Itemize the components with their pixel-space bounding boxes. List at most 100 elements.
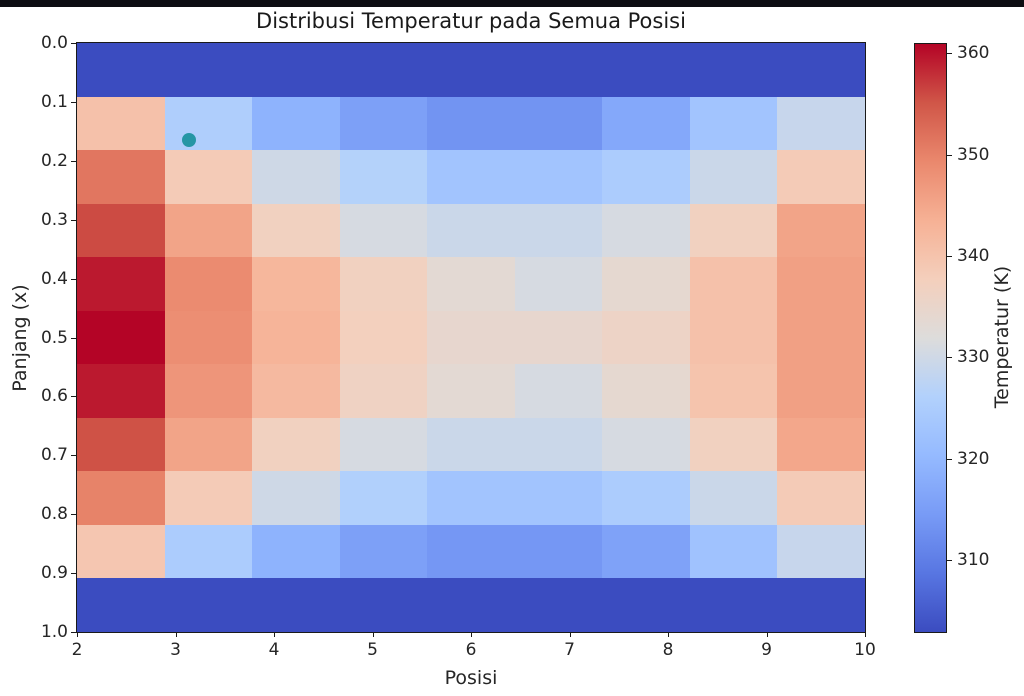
heatmap-cell: [252, 578, 340, 632]
heatmap-cell: [427, 471, 515, 525]
y-tick-label: 0.4: [40, 268, 68, 289]
heatmap-cell: [515, 150, 602, 204]
x-tick-mark: [274, 632, 275, 637]
heatmap-cell: [515, 97, 602, 150]
y-tick-mark: [71, 278, 76, 280]
heatmap-cell: [427, 364, 515, 418]
heatmap-cell: [427, 97, 515, 150]
heatmap-cell: [777, 311, 865, 364]
y-tick-label: 0.2: [40, 150, 68, 171]
heatmap-cell: [77, 204, 165, 257]
heatmap-cell: [777, 257, 865, 311]
heatmap-cell: [77, 150, 165, 204]
heatmap-cell: [340, 578, 427, 632]
heatmap-cell: [777, 525, 865, 578]
heatmap-cell: [515, 471, 602, 525]
heatmap-cell: [427, 204, 515, 257]
x-tick-label: 6: [465, 640, 477, 660]
x-tick-label: 8: [662, 640, 674, 660]
heatmap-cell: [602, 578, 690, 632]
x-tick-label: 3: [170, 640, 181, 660]
colorbar-tick-mark: [947, 53, 952, 55]
heatmap-cell: [515, 311, 602, 364]
heatmap-cell: [602, 418, 690, 471]
heatmap-cell: [340, 257, 427, 311]
heatmap-cell: [690, 311, 777, 364]
heatmap-cell: [777, 578, 865, 632]
heatmap-cell: [165, 418, 252, 471]
heatmap-cell: [777, 364, 865, 418]
heatmap-cell: [165, 43, 252, 97]
heatmap-cell: [77, 43, 165, 97]
x-tick-mark: [766, 632, 768, 637]
heatmap-cell: [252, 471, 340, 525]
heatmap-cell: [252, 43, 340, 97]
y-tick-label: 0.0: [40, 33, 68, 53]
heatmap-cell: [340, 43, 427, 97]
heatmap-cell: [515, 364, 602, 418]
heatmap-cell: [777, 204, 865, 257]
y-tick-mark: [71, 514, 76, 516]
heatmap-cell: [77, 471, 165, 525]
heatmap-cell: [602, 43, 690, 97]
heatmap-cell: [252, 364, 340, 418]
heatmap-cell: [252, 418, 340, 471]
heatmap-cell: [427, 418, 515, 471]
heatmap-cell: [427, 525, 515, 578]
heatmap-cell: [777, 471, 865, 525]
heatmap-cell: [340, 150, 427, 204]
heatmap-cell: [165, 97, 252, 150]
y-tick-label: 1.0: [40, 622, 68, 642]
y-tick-mark: [71, 101, 76, 103]
heatmap-cell: [340, 471, 427, 525]
y-tick-mark: [71, 455, 76, 457]
heatmap-cell: [515, 43, 602, 97]
heatmap-cell: [165, 257, 252, 311]
heatmap-cell: [77, 311, 165, 364]
y-tick-label: 0.9: [40, 563, 68, 584]
x-tick-mark: [471, 632, 472, 637]
y-tick-mark: [71, 337, 76, 339]
heatmap-cell: [165, 578, 252, 632]
heatmap-cell: [340, 204, 427, 257]
heatmap-cell: [690, 471, 777, 525]
heatmap-cell: [515, 418, 602, 471]
y-tick-label: 0.7: [40, 445, 68, 466]
heatmap-cell: [165, 471, 252, 525]
heatmap-cell: [340, 364, 427, 418]
heatmap-cell: [690, 364, 777, 418]
heatmap-cell: [602, 97, 690, 150]
y-tick-mark: [71, 632, 76, 633]
x-tick-label: 10: [854, 640, 876, 660]
heatmap-cell: [515, 525, 602, 578]
heatmap-cell: [165, 311, 252, 364]
chart-title: Distribusi Temperatur pada Semua Posisi: [256, 9, 686, 33]
x-tick-mark: [668, 632, 669, 637]
top-border-bar: [0, 0, 1024, 7]
heatmap-cell: [602, 204, 690, 257]
colorbar-tick-label: 360: [957, 43, 990, 64]
colorbar-tick-label: 320: [957, 448, 990, 469]
y-tick-label: 0.8: [40, 504, 68, 525]
heatmap-cell: [165, 204, 252, 257]
y-tick-mark: [71, 396, 76, 398]
heatmap-cell: [690, 418, 777, 471]
y-tick-mark: [71, 573, 76, 575]
colorbar: [914, 43, 947, 633]
x-tick-label: 9: [761, 640, 772, 660]
heatmap-cell: [690, 97, 777, 150]
colorbar-label: Temperatur (K): [991, 265, 1013, 409]
heatmap-cell: [165, 525, 252, 578]
heatmap-cell: [515, 204, 602, 257]
x-tick-label: 2: [71, 640, 83, 660]
y-tick-mark: [71, 160, 76, 162]
heatmap-cell: [252, 525, 340, 578]
heatmap-cell: [602, 150, 690, 204]
heatmap-cell: [690, 204, 777, 257]
heatmap-cell: [690, 578, 777, 632]
colorbar-tick-label: 340: [957, 245, 990, 266]
x-tick-mark: [569, 632, 571, 637]
colorbar-tick-label: 330: [957, 347, 990, 368]
heatmap-cell: [602, 311, 690, 364]
